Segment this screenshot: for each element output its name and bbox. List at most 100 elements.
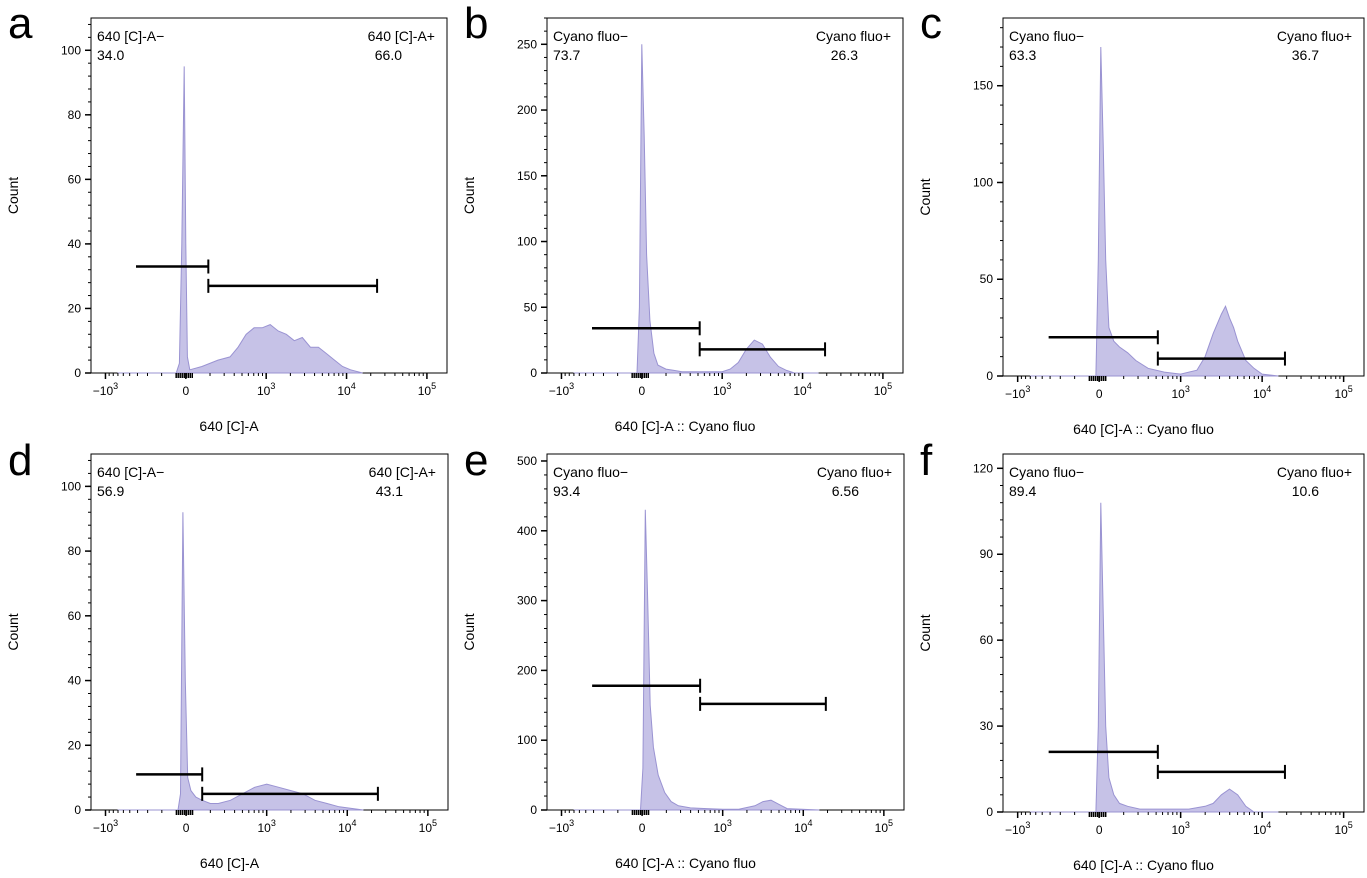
x-tick-label: 0: [639, 821, 646, 835]
y-axis-title: Count: [5, 177, 21, 214]
gate-pos-label: Cyano fluo+: [1277, 28, 1352, 44]
chart-d: d 0 20 40 60 80 100 −103 0 103 104 105 640 [C]-A Coun…: [5, 437, 449, 871]
y-tick-label: 50: [980, 272, 994, 286]
panel-d: d 0 20 40 60 80 100 −103 0 103 104 105 640 [C]-A Coun…: [0, 437, 455, 874]
x-tick-label: 104: [794, 818, 812, 835]
x-tick-label: 0: [1096, 387, 1103, 401]
x-tick-label: 0: [183, 821, 190, 835]
x-tick-label: 105: [418, 381, 436, 398]
chart-b: b 0 50 100 150 200 250 −103 0 103 104 105 640 [C]-A …: [461, 0, 904, 434]
chart-a: a 0 20 40 60 80 100 −103 0 103 104 105 640 [C]-A Coun…: [5, 0, 448, 434]
y-tick-label: 500: [517, 454, 537, 468]
x-tick-label: 103: [257, 381, 275, 398]
histogram-area: [573, 44, 819, 374]
x-tick-label: 0: [182, 384, 189, 398]
y-tick-label: 250: [517, 37, 537, 51]
y-tick-label: 200: [517, 663, 537, 677]
x-tick-label: 104: [1253, 384, 1271, 401]
panel-letter: b: [464, 0, 488, 48]
panel-e: e 0 100 200 300 400 500 −103 0 103 104 105 640 [C]-A…: [456, 437, 911, 874]
panel-letter: e: [464, 437, 488, 485]
x-axis-title: 640 [C]-A: [199, 418, 259, 434]
x-axis-title: 640 [C]-A :: Cyano fluo: [1073, 857, 1214, 873]
x-tick-label: 105: [419, 818, 437, 835]
y-tick-label: 400: [517, 524, 537, 538]
y-tick-label: 80: [68, 108, 82, 122]
y-tick-label: 60: [68, 609, 82, 623]
y-tick-label: 20: [68, 738, 82, 752]
y-tick-label: 200: [517, 103, 537, 117]
x-tick-label: 105: [875, 818, 893, 835]
gate-neg-value: 73.7: [553, 47, 580, 63]
gate-neg-label: Cyano fluo−: [1009, 464, 1084, 480]
x-tick-label: 103: [713, 381, 731, 398]
gate-neg-label: Cyano fluo−: [1009, 28, 1084, 44]
x-tick-label: 105: [1334, 384, 1352, 401]
x-tick-label: −103: [93, 818, 118, 835]
panel-letter: c: [920, 0, 942, 48]
y-axis-title: Count: [461, 177, 477, 214]
x-tick-label: 103: [1171, 384, 1189, 401]
y-axis-title: Count: [461, 613, 477, 650]
panel-a: a 0 20 40 60 80 100 −103 0 103 104 105 640 [C]-A Coun…: [0, 0, 455, 437]
panel-c: c 0 50 100 150 −103 0 103 104 105 640 [C]-A :: Cya…: [912, 0, 1367, 437]
panel-f: f 0 30 60 90 120 −103 0 103 104 105 640 [C]-A :: Cy…: [912, 437, 1367, 874]
y-tick-label: 100: [973, 175, 993, 189]
y-axis-title: Count: [917, 614, 933, 651]
histogram-area: [117, 66, 363, 374]
gate-pos-label: 640 [C]-A+: [368, 28, 435, 44]
x-tick-label: −103: [549, 818, 574, 835]
y-tick-label: 150: [973, 79, 993, 93]
plot-frame: [546, 17, 904, 374]
y-tick-label: 30: [980, 719, 994, 733]
x-tick-label: −103: [1005, 384, 1030, 401]
plot-frame: [90, 17, 448, 374]
y-tick-label: 40: [68, 237, 82, 251]
gate-neg-label: Cyano fluo−: [553, 28, 628, 44]
gate-neg-label: Cyano fluo−: [553, 464, 628, 480]
gate-neg-value: 34.0: [97, 47, 124, 63]
gate-pos-value: 66.0: [375, 47, 402, 63]
y-tick-label: 0: [74, 366, 81, 380]
gate-pos-label: 640 [C]-A+: [369, 464, 436, 480]
y-tick-label: 150: [517, 169, 537, 183]
gate-neg-value: 56.9: [97, 483, 124, 499]
y-tick-label: 40: [68, 674, 82, 688]
panel-b: b 0 50 100 150 200 250 −103 0 103 104 105 640 [C]-A …: [456, 0, 911, 437]
gate-pos-value: 26.3: [831, 47, 858, 63]
y-tick-label: 300: [517, 594, 537, 608]
x-tick-label: 0: [1096, 823, 1103, 837]
x-tick-label: 103: [713, 818, 731, 835]
gate-pos-label: Cyano fluo+: [1277, 464, 1352, 480]
y-tick-label: 90: [980, 547, 994, 561]
y-tick-label: 20: [68, 301, 82, 315]
plot-frame: [546, 453, 905, 811]
gate-pos-value: 36.7: [1292, 47, 1319, 63]
gate-pos-value: 6.56: [832, 483, 859, 499]
x-tick-label: 0: [638, 384, 645, 398]
y-tick-label: 60: [980, 633, 994, 647]
gate-neg-value: 89.4: [1009, 483, 1036, 499]
y-axis-title: Count: [5, 613, 21, 650]
plot-frame: [90, 453, 449, 811]
x-tick-label: 104: [793, 381, 811, 398]
histogram-area: [117, 512, 364, 811]
y-tick-label: 0: [530, 366, 537, 380]
y-tick-label: 0: [986, 805, 993, 819]
x-tick-label: 104: [338, 818, 356, 835]
histogram-area: [1029, 46, 1279, 377]
gate-pos-label: Cyano fluo+: [816, 28, 891, 44]
y-tick-label: 80: [68, 544, 82, 558]
x-axis-title: 640 [C]-A: [200, 855, 260, 871]
x-tick-label: 105: [874, 381, 892, 398]
gate-neg-value: 93.4: [553, 483, 580, 499]
x-tick-label: 104: [337, 381, 355, 398]
y-tick-label: 0: [74, 803, 81, 817]
x-axis-title: 640 [C]-A :: Cyano fluo: [615, 855, 756, 871]
x-tick-label: −103: [549, 381, 574, 398]
gate-neg-label: 640 [C]-A−: [97, 464, 164, 480]
gate-pos-value: 10.6: [1292, 483, 1319, 499]
gate-pos-label: Cyano fluo+: [817, 464, 892, 480]
panel-letter: d: [8, 437, 32, 485]
